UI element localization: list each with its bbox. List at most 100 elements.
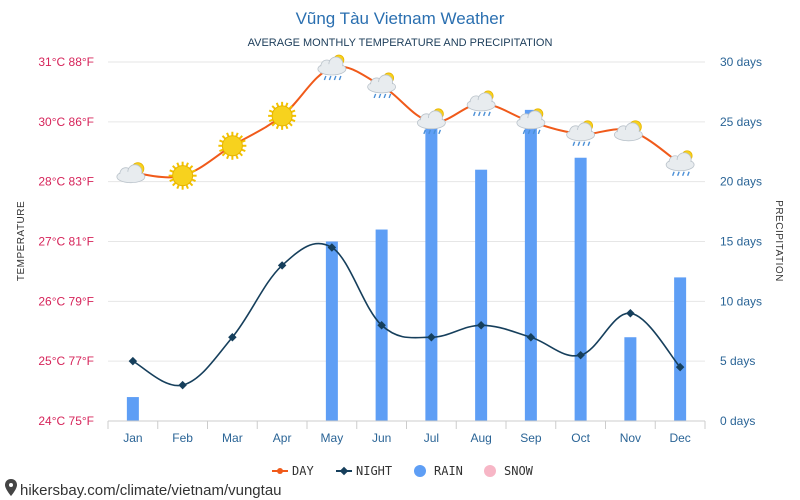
legend-item-night[interactable]: NIGHT	[336, 464, 392, 478]
right-axis-ticks: 0 days 5 days 10 days 15 days 20 days 25 days…	[720, 55, 762, 428]
legend-swatch-marker	[277, 468, 283, 474]
rain-drop	[522, 129, 526, 135]
sun-ray	[285, 102, 289, 107]
sun-ray	[288, 122, 293, 127]
left-tick-label: 26°C 79°F	[38, 294, 94, 308]
partly-cloudy-icon	[116, 162, 146, 184]
legend-swatch	[484, 465, 496, 477]
night-point	[626, 309, 635, 318]
left-tick-label: 30°C 86°F	[38, 115, 94, 129]
rain-bar	[126, 397, 139, 421]
rain-bar	[574, 157, 587, 421]
rain-bar	[475, 169, 488, 421]
rain-drop	[572, 141, 576, 147]
cloud-fill	[318, 63, 345, 74]
weather-icons	[116, 54, 695, 190]
sun-ray	[176, 162, 180, 167]
rain-bar	[624, 337, 637, 421]
rain-drop	[428, 129, 432, 135]
left-tick-label: 24°C 75°F	[38, 414, 94, 428]
rain-drop	[328, 75, 332, 81]
legend-item-rain[interactable]: RAIN	[414, 464, 463, 478]
rain-drop	[383, 93, 387, 99]
partly-cloudy-icon	[613, 120, 643, 142]
month-label: Jun	[372, 431, 391, 445]
rain-cloud-icon	[665, 150, 695, 176]
rain-drop	[671, 171, 675, 176]
rain-drop	[537, 129, 541, 135]
rain-cloud-icon	[466, 90, 496, 117]
month-label: Nov	[620, 431, 641, 445]
sun-ray	[226, 132, 230, 137]
sun-ray	[169, 178, 174, 182]
sun-disc	[221, 135, 243, 157]
sun-ray	[238, 135, 243, 140]
night-point	[526, 332, 536, 342]
rain-drop	[686, 171, 690, 176]
sun-ray	[241, 148, 246, 153]
cloud-fill	[615, 129, 642, 140]
month-label: Apr	[273, 431, 292, 445]
cloud-fill	[368, 81, 395, 92]
sun-ray	[188, 182, 194, 187]
sun-ray	[169, 169, 174, 173]
rain-drop	[676, 171, 680, 176]
cloud-fill	[517, 117, 544, 128]
footer[interactable]: hikersbay.com/climate/vietnam/vungtau	[5, 479, 282, 499]
legend-label: NIGHT	[356, 464, 392, 478]
legend-item-snow[interactable]: SNOW	[484, 464, 534, 478]
rain-drop	[323, 75, 327, 81]
night-point	[576, 350, 585, 360]
rain-drop	[388, 93, 392, 99]
sun-ray	[221, 152, 227, 157]
night-point	[675, 362, 685, 372]
rain-cloud-icon	[566, 120, 596, 147]
legend-item-day[interactable]: DAY	[272, 464, 314, 478]
left-tick-label: 31°C 88°F	[38, 55, 94, 69]
sun-ray	[191, 178, 196, 182]
rain-drop	[527, 129, 531, 135]
sun-ray	[290, 118, 296, 123]
right-axis-label: PRECIPITATION	[773, 200, 784, 282]
legend-swatch-marker	[339, 466, 349, 476]
right-tick-label: 15 days	[720, 235, 762, 249]
left-axis-ticks: 24°C 75°F 25°C 77°F 26°C 79°F 27°C 81°F 28°C…	[38, 55, 94, 428]
rain-drop	[477, 111, 481, 117]
sun-ray	[275, 102, 280, 107]
night-line	[132, 242, 681, 387]
rain-drop	[433, 129, 437, 135]
sun-icon	[268, 101, 297, 130]
sun-ray	[219, 139, 224, 143]
rain-drop	[378, 93, 382, 99]
cloud-fill	[418, 117, 445, 128]
sun-disc	[172, 165, 194, 187]
source-link[interactable]: hikersbay.com/climate/vietnam/vungtau	[20, 482, 282, 499]
rain-drop	[472, 111, 476, 117]
month-label: Oct	[571, 431, 590, 445]
sun-ray	[221, 135, 227, 140]
night-point	[128, 356, 138, 366]
left-axis-label: TEMPERATURE	[16, 201, 27, 281]
cloud-fill	[567, 129, 594, 140]
rain-drop	[487, 111, 491, 117]
sun-ray	[290, 109, 296, 113]
sun-ray	[226, 154, 230, 160]
rain-drop	[373, 93, 377, 99]
right-tick-label: 0 days	[720, 414, 755, 428]
night-point	[228, 332, 237, 342]
rain-drop	[577, 141, 581, 147]
sun-ray	[271, 122, 276, 127]
legend-label: DAY	[292, 464, 314, 478]
rain-bar	[425, 121, 438, 421]
right-tick-label: 20 days	[720, 175, 762, 189]
sun-icon	[168, 161, 197, 190]
rain-drop	[482, 111, 486, 117]
sun-ray	[275, 124, 280, 130]
cloud-fill	[667, 159, 694, 170]
month-label: Feb	[172, 431, 193, 445]
night-point	[277, 261, 287, 270]
night-point	[327, 243, 337, 252]
month-label: Mar	[222, 431, 243, 445]
legend-swatch	[414, 465, 426, 477]
sun-disc	[271, 105, 293, 127]
